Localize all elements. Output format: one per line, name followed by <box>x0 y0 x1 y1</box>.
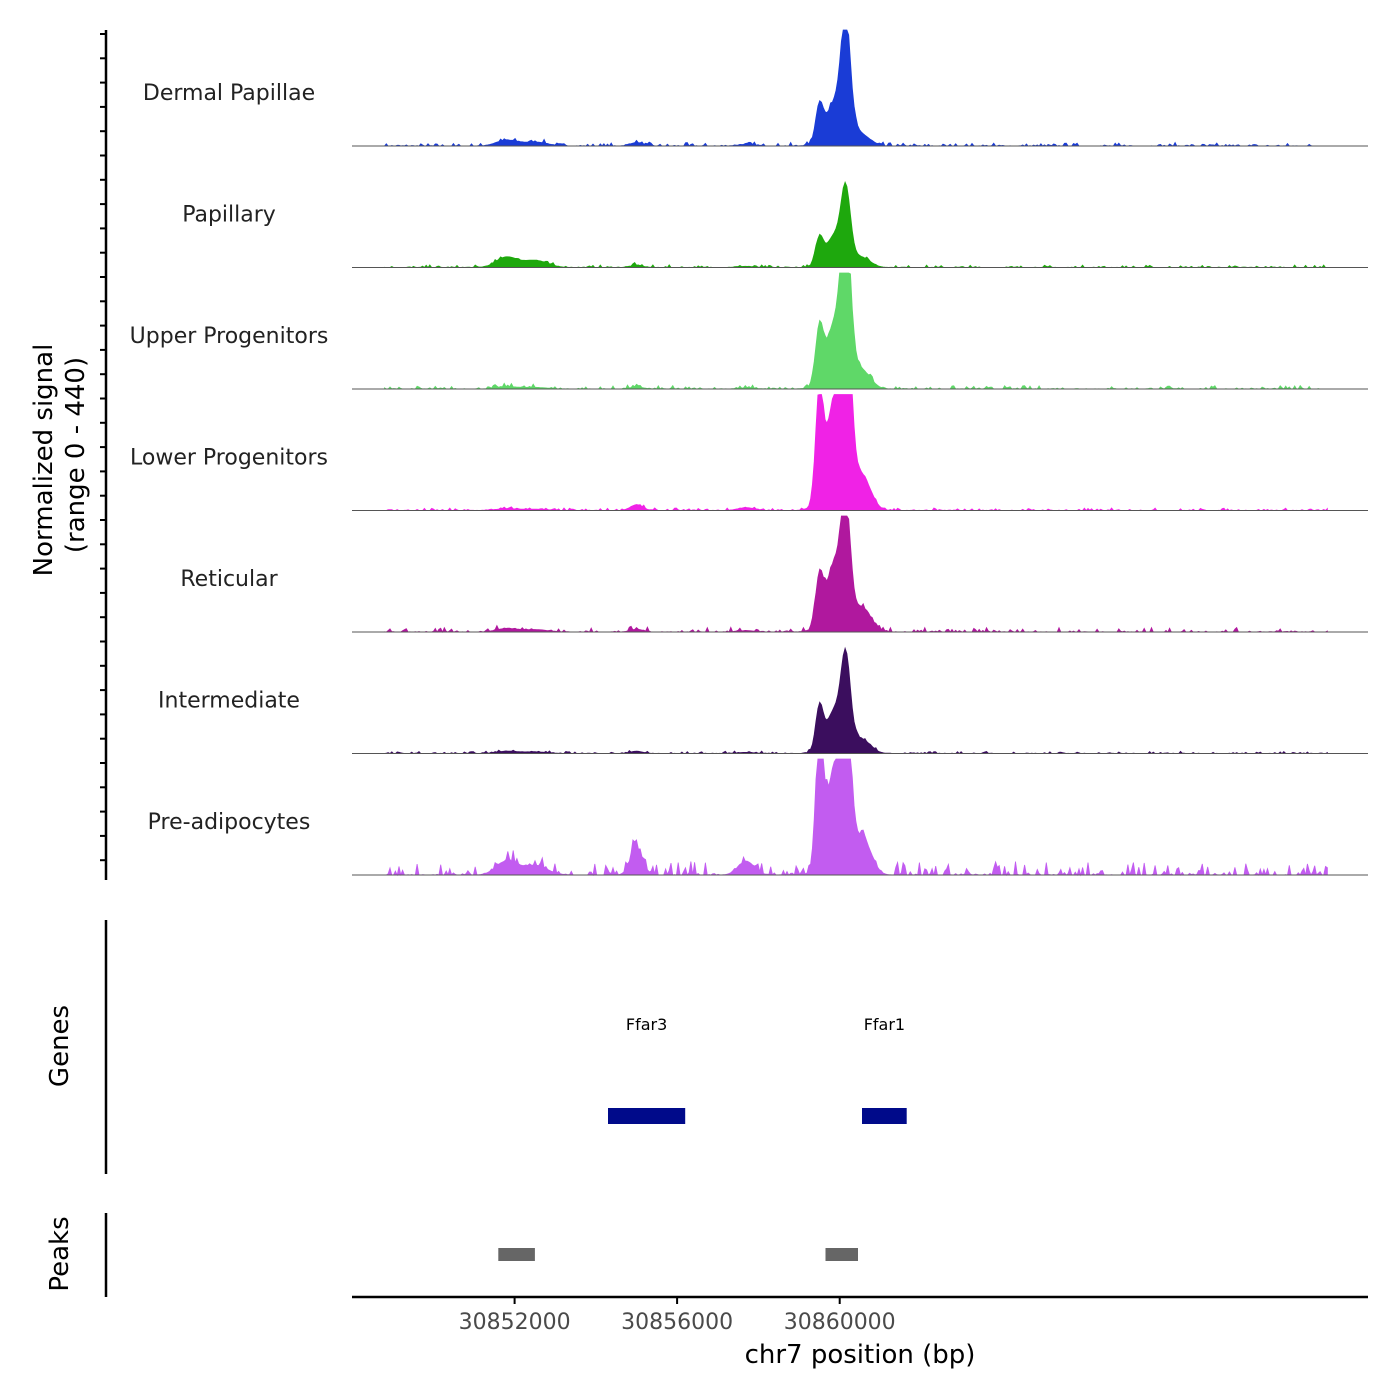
coverage-area <box>384 758 1328 877</box>
track-labels: Dermal Papillae Papillary Upper Progenitor… <box>130 81 329 835</box>
x-axis: 30852000 30856000 30860000 chr7 position (… <box>352 1295 1368 1370</box>
y-axis-title-line2: (range 0 - 440) <box>61 357 91 553</box>
coverage-y-ticks <box>100 33 106 862</box>
peak-region <box>825 1248 858 1261</box>
gene-annotations: Ffar3 Ffar1 <box>608 1015 907 1124</box>
coverage-area <box>384 515 1328 633</box>
peak-regions <box>498 1248 858 1261</box>
track-label: Upper Progenitors <box>130 324 329 349</box>
track-label: Dermal Papillae <box>143 81 315 106</box>
genes-panel-title: Genes <box>45 1005 75 1087</box>
coverage-area <box>384 394 1328 512</box>
peak-region <box>498 1248 535 1261</box>
track-areas <box>352 29 1368 877</box>
coverage-panel: Normalized signal (range 0 - 440) Dermal… <box>29 29 1368 880</box>
track-label: Papillary <box>182 203 276 228</box>
track-label: Reticular <box>180 567 278 592</box>
track-label: Intermediate <box>158 689 300 714</box>
x-axis-ticks: 30852000 30856000 30860000 <box>459 1297 896 1335</box>
x-axis-title: chr7 position (bp) <box>745 1340 976 1370</box>
gene-body <box>608 1108 686 1124</box>
peaks-panel-title: Peaks <box>45 1216 75 1291</box>
gene-body <box>862 1108 907 1124</box>
y-axis-title-line1: Normalized signal <box>29 344 59 577</box>
x-tick-label: 30856000 <box>621 1310 733 1335</box>
coverage-area <box>383 29 1328 147</box>
x-tick-label: 30860000 <box>784 1310 896 1335</box>
gene-label: Ffar1 <box>864 1015 905 1034</box>
coverage-area <box>384 272 1328 390</box>
coverage-area <box>384 646 1328 755</box>
genes-panel: Genes Ffar3 Ffar1 <box>45 920 907 1174</box>
gene-label: Ffar3 <box>626 1015 667 1034</box>
x-tick-label: 30852000 <box>459 1310 571 1335</box>
track-label: Pre-adipocytes <box>148 810 311 835</box>
coverage-area <box>384 181 1328 269</box>
track-label: Lower Progenitors <box>130 446 328 471</box>
peaks-panel: Peaks <box>45 1213 858 1297</box>
